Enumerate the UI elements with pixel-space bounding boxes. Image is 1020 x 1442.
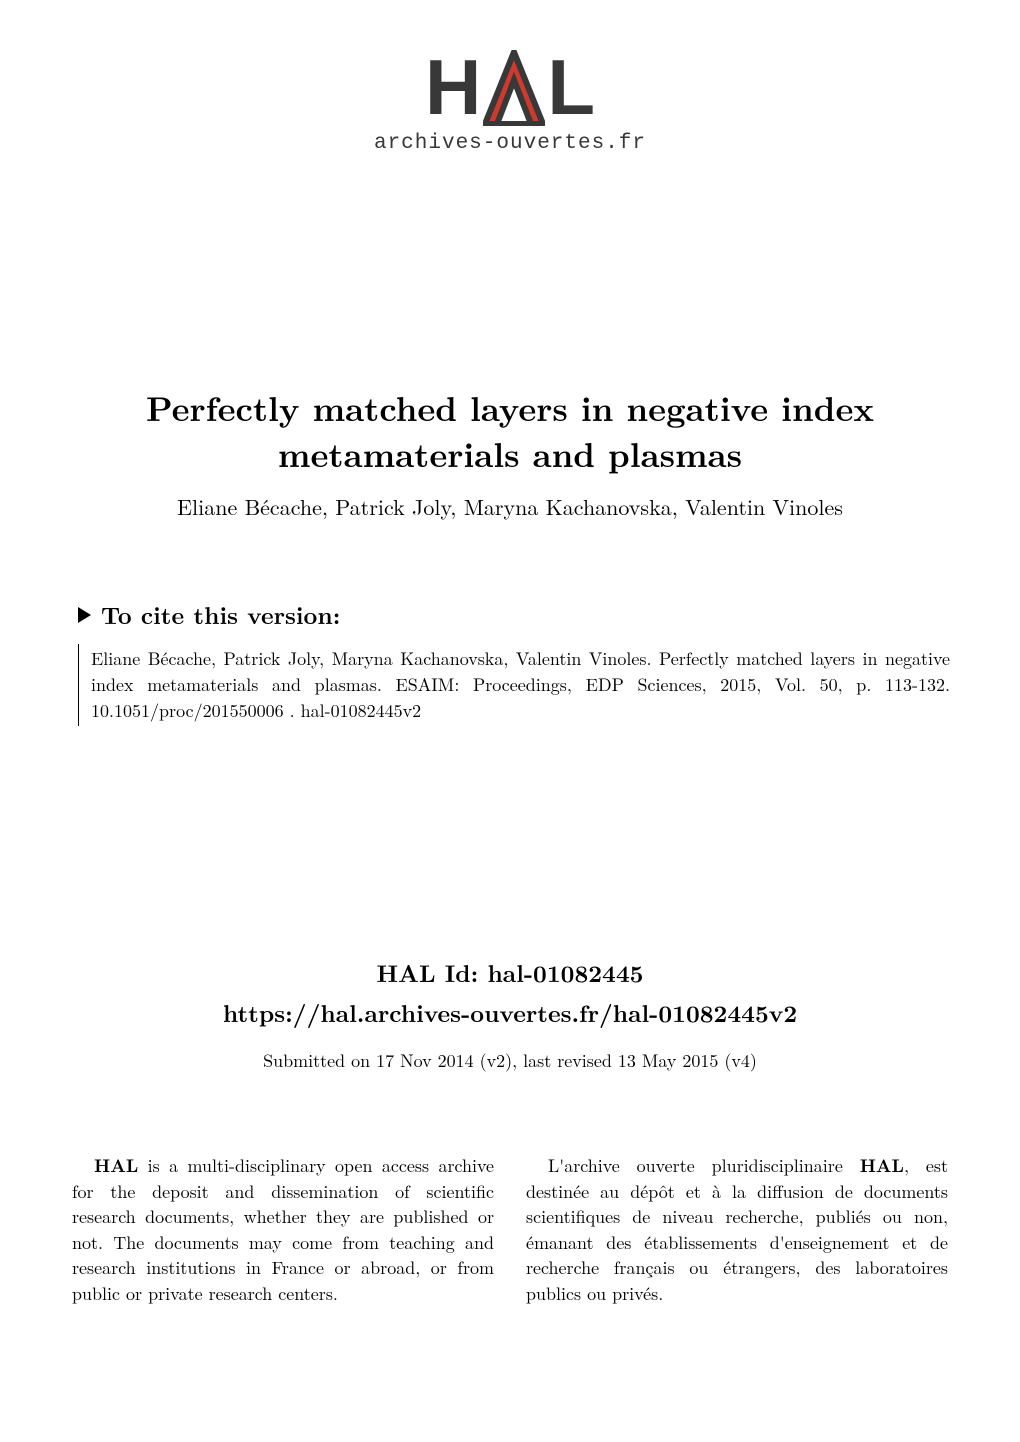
submitted-line: Submitted on 17 Nov 2014 (v2), last revi… xyxy=(0,1048,1020,1073)
hal-id-block: HAL Id: hal-01082445 https://hal.archive… xyxy=(0,956,1020,1073)
title-line-1: Perfectly matched layers in negative ind… xyxy=(146,383,874,432)
cite-heading: To cite this version: xyxy=(78,598,950,632)
description-columns: HAL is a multi-disciplinary open access … xyxy=(0,1153,1020,1306)
hal-bold-fr: HAL xyxy=(860,1153,904,1178)
cite-body: Eliane Bécache, Patrick Joly, Maryna Kac… xyxy=(78,644,950,726)
hal-id: HAL Id: hal-01082445 xyxy=(0,956,1020,990)
hal-id-value: hal-01082445 xyxy=(487,956,643,990)
hal-bold-en: HAL xyxy=(94,1153,138,1178)
cite-sep: . xyxy=(284,698,301,723)
cite-hal-ref: hal-01082445v2 xyxy=(301,698,422,723)
hal-logo-letters: H L xyxy=(425,48,595,126)
paper-title: Perfectly matched layers in negative ind… xyxy=(90,385,930,477)
cite-heading-text: To cite this version: xyxy=(101,598,340,632)
logo-letter-a-icon xyxy=(483,50,545,126)
logo-subtext: archives-ouvertes.fr xyxy=(374,132,646,155)
description-fr-text: L'archive ouverte pluridisciplinaire HAL… xyxy=(526,1153,948,1306)
cite-text: Eliane Bécache, Patrick Joly, Maryna Kac… xyxy=(91,646,950,697)
description-en: HAL is a multi-disciplinary open access … xyxy=(72,1153,494,1306)
logo-letter-h: H xyxy=(425,48,481,126)
cite-block: To cite this version: Eliane Bécache, Pa… xyxy=(0,598,1020,726)
desc-fr-pre: L'archive ouverte pluridisciplinaire xyxy=(548,1153,860,1178)
paper-authors: Eliane Bécache, Patrick Joly, Maryna Kac… xyxy=(90,491,930,522)
hal-url[interactable]: https://hal.archives-ouvertes.fr/hal-010… xyxy=(0,996,1020,1030)
hal-logo-container: H L archives-ouvertes.fr xyxy=(0,0,1020,155)
triangle-right-icon xyxy=(78,607,91,623)
title-block: Perfectly matched layers in negative ind… xyxy=(0,385,1020,522)
description-fr: L'archive ouverte pluridisciplinaire HAL… xyxy=(526,1153,948,1306)
hal-id-label: HAL Id: xyxy=(377,956,488,990)
cite-doi: 10.1051/proc/201550006 xyxy=(91,698,284,723)
title-line-2: metamaterials and plasmas xyxy=(278,429,742,478)
description-en-text: HAL is a multi-disciplinary open access … xyxy=(72,1153,494,1306)
hal-logo: H L archives-ouvertes.fr xyxy=(374,48,646,155)
logo-letter-l: L xyxy=(547,48,595,126)
